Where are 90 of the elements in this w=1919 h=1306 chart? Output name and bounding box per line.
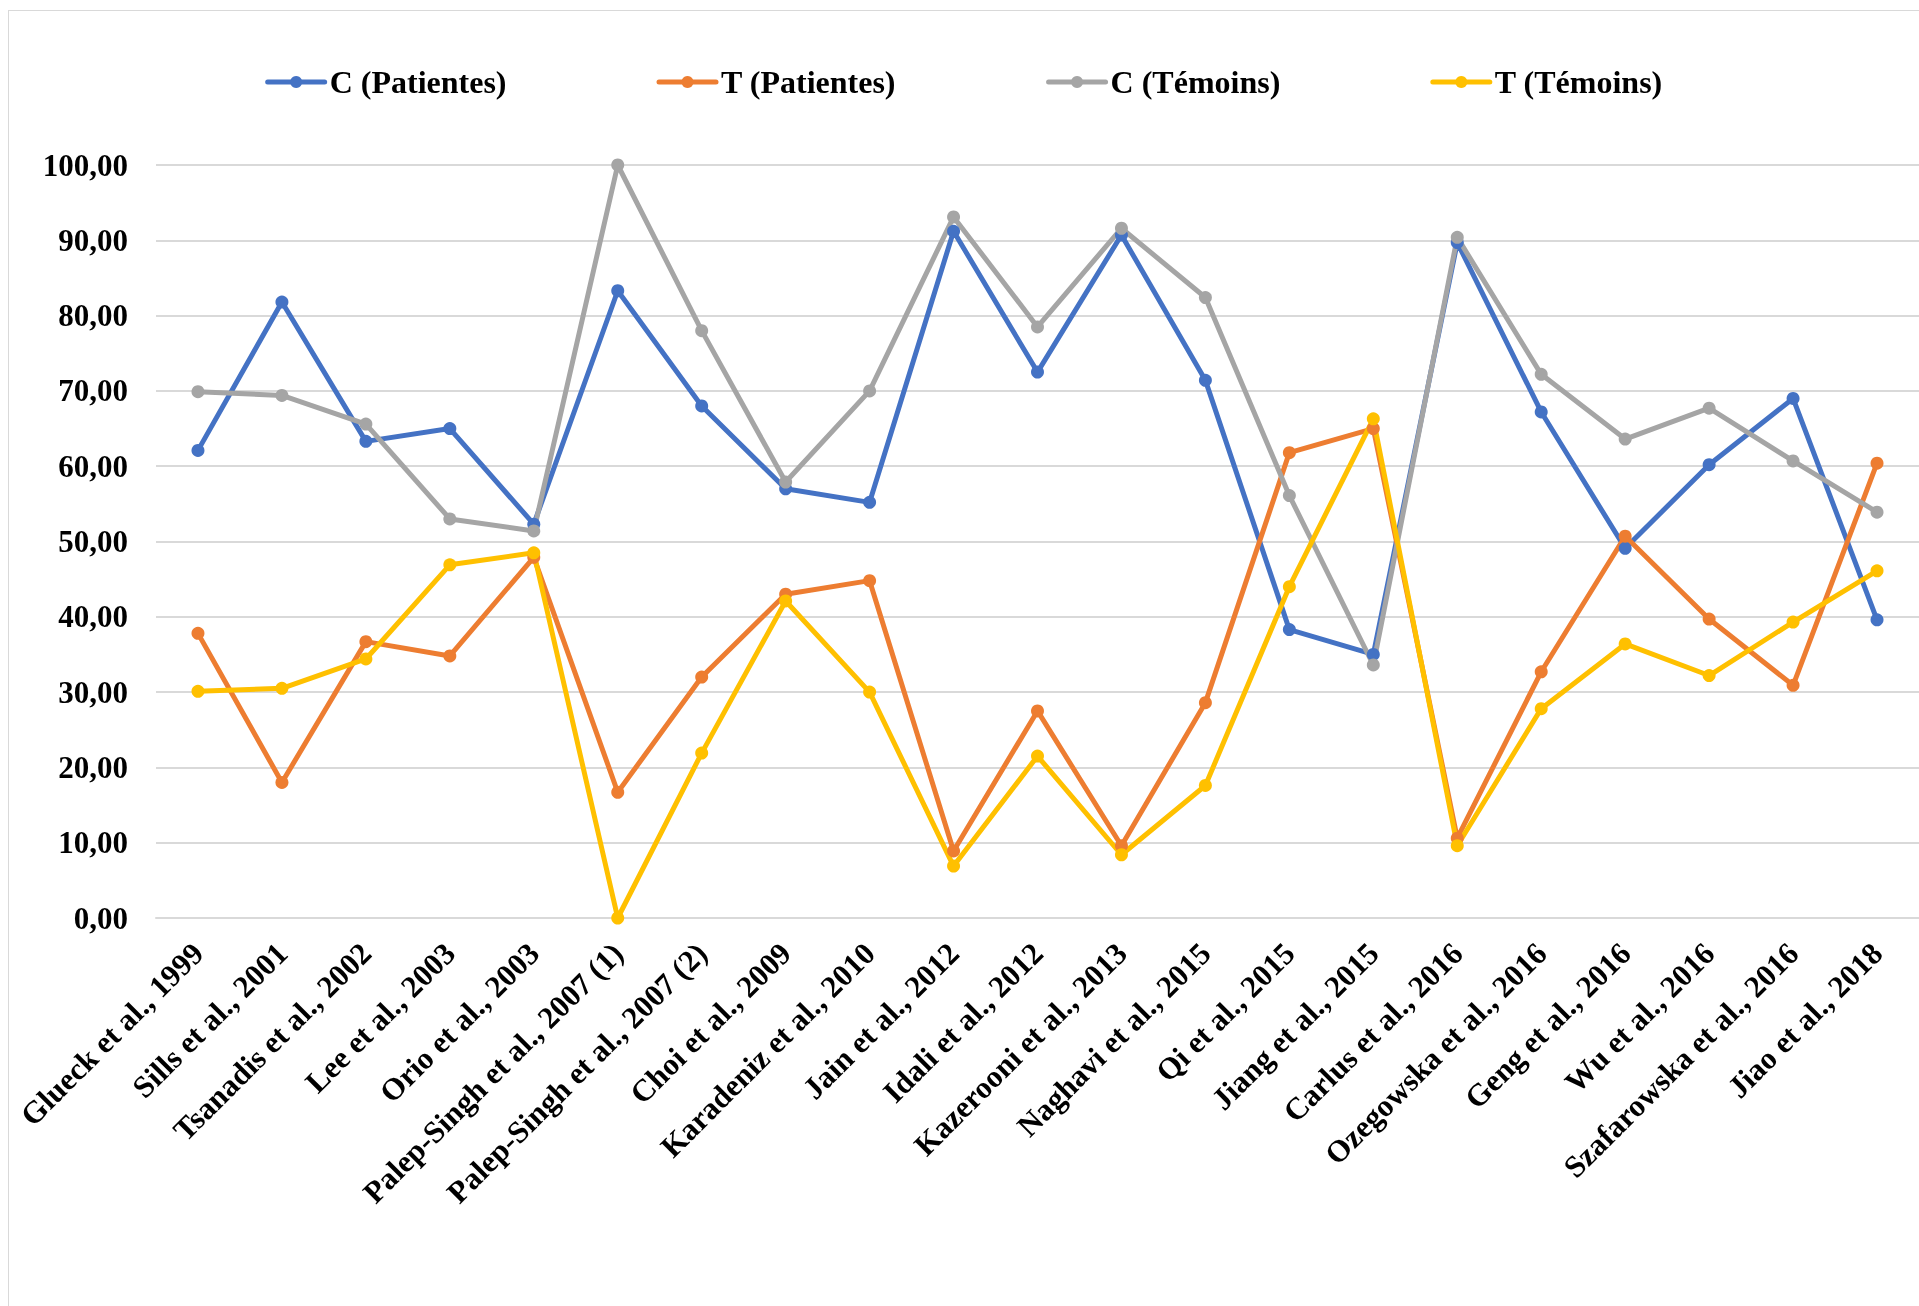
- y-tick-label: 60,00: [58, 448, 128, 484]
- point: [275, 681, 289, 695]
- point: [863, 685, 877, 699]
- point: [1114, 221, 1128, 235]
- point: [611, 911, 625, 925]
- point: [611, 785, 625, 799]
- y-tick-label: 10,00: [58, 825, 128, 861]
- point: [947, 210, 961, 224]
- point: [191, 385, 205, 399]
- point: [695, 670, 709, 684]
- point: [1450, 230, 1464, 244]
- point: [1031, 365, 1044, 379]
- point: [863, 384, 877, 398]
- point: [275, 295, 289, 309]
- point: [1282, 623, 1296, 637]
- point: [1031, 704, 1044, 718]
- legend-label: T (Patientes): [721, 64, 896, 100]
- point: [1786, 615, 1800, 629]
- point: [1702, 612, 1716, 626]
- point: [947, 224, 961, 238]
- point: [1618, 529, 1632, 543]
- point: [1031, 749, 1044, 763]
- point: [1618, 541, 1632, 555]
- point: [779, 475, 793, 489]
- point: [1198, 696, 1212, 710]
- point: [1870, 456, 1884, 470]
- point: [359, 434, 373, 448]
- point: [443, 558, 457, 572]
- point: [1786, 678, 1800, 692]
- point: [527, 524, 541, 538]
- point: [1702, 401, 1716, 415]
- point: [527, 546, 541, 560]
- y-tick-label: 20,00: [58, 749, 128, 785]
- point: [1870, 613, 1884, 627]
- y-tick-label: 0,00: [73, 900, 128, 936]
- point: [1786, 391, 1800, 405]
- point: [1534, 702, 1548, 716]
- y-tick-label: 70,00: [58, 373, 128, 409]
- point: [1618, 637, 1632, 651]
- point: [863, 495, 877, 509]
- point: [1870, 564, 1884, 578]
- point: [443, 649, 457, 663]
- y-tick-label: 90,00: [58, 222, 128, 258]
- point: [1366, 647, 1380, 661]
- point: [695, 324, 709, 338]
- point: [695, 399, 709, 413]
- point: [1282, 580, 1296, 594]
- point: [359, 652, 373, 666]
- point: [695, 746, 709, 760]
- y-tick-label: 40,00: [58, 599, 128, 635]
- y-tick-label: 80,00: [58, 298, 128, 334]
- point: [1534, 665, 1548, 679]
- point: [359, 417, 373, 431]
- point: [1282, 446, 1296, 460]
- point: [443, 422, 457, 436]
- point: [275, 775, 289, 789]
- point: [1702, 669, 1716, 683]
- point: [779, 594, 793, 608]
- point: [1031, 320, 1044, 334]
- legend-label: C (Patientes): [329, 64, 507, 100]
- point: [191, 443, 205, 457]
- point: [1198, 778, 1212, 792]
- point: [1534, 367, 1548, 381]
- point: [1870, 505, 1884, 519]
- point: [1366, 658, 1380, 672]
- y-tick-label: 50,00: [58, 524, 128, 559]
- point: [611, 158, 625, 172]
- point: [1282, 489, 1296, 503]
- point: [947, 844, 961, 858]
- point: [359, 635, 373, 649]
- legend-label: C (Témoins): [1110, 64, 1281, 100]
- point: [1366, 412, 1380, 426]
- point: [947, 859, 961, 873]
- legend-label: T (Témoins): [1494, 64, 1663, 100]
- point: [1450, 839, 1464, 853]
- point: [191, 684, 205, 698]
- point: [443, 512, 457, 526]
- point: [863, 574, 877, 588]
- point: [191, 626, 205, 640]
- y-tick-label: 30,00: [58, 674, 128, 710]
- point: [1534, 405, 1548, 419]
- y-tick-label: 100,00: [42, 147, 128, 183]
- point: [1786, 454, 1800, 468]
- point: [1114, 848, 1128, 862]
- point: [1702, 458, 1716, 472]
- point: [1198, 291, 1212, 305]
- point: [1198, 373, 1212, 387]
- point: [1618, 432, 1632, 446]
- point: [275, 388, 289, 402]
- point: [611, 284, 625, 298]
